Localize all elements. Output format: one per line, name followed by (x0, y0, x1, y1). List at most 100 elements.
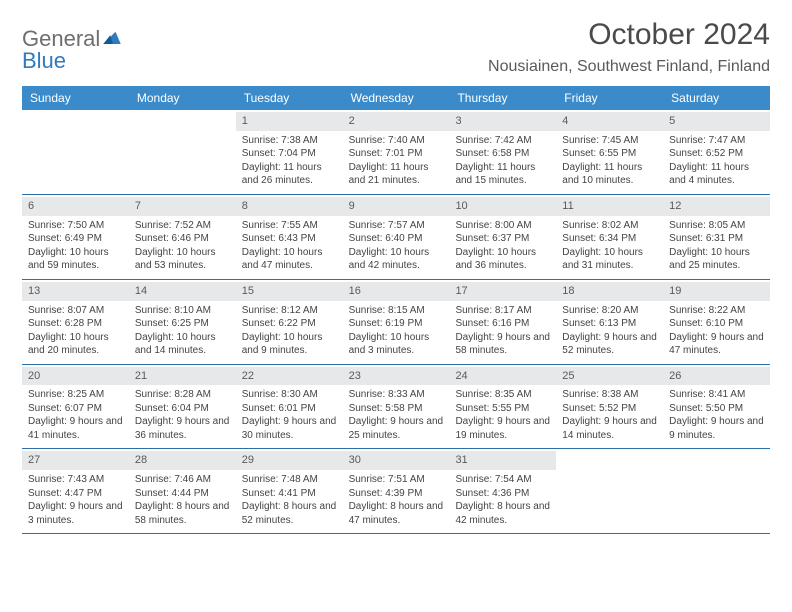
sunrise-text: Sunrise: 7:40 AM (349, 134, 444, 148)
sunrise-text: Sunrise: 7:51 AM (349, 473, 444, 487)
sunrise-text: Sunrise: 7:50 AM (28, 219, 123, 233)
sunrise-text: Sunrise: 8:41 AM (669, 388, 764, 402)
empty-cell (663, 449, 770, 533)
sunset-text: Sunset: 6:58 PM (455, 147, 550, 161)
daylight-text: Daylight: 8 hours and 58 minutes. (135, 500, 230, 527)
day-number: 3 (449, 112, 556, 131)
day-cell: 21 Sunrise: 8:28 AMSunset: 6:04 PMDayligh… (129, 365, 236, 449)
sunset-text: Sunset: 6:04 PM (135, 402, 230, 416)
day-cell: 31Sunrise: 7:54 AMSunset: 4:36 PMDayligh… (449, 449, 556, 533)
logo: GeneralBlue (22, 18, 121, 74)
sunrise-text: Sunrise: 8:22 AM (669, 304, 764, 318)
daylight-text: Daylight: 9 hours and 58 minutes. (455, 331, 550, 358)
logo-triangle-icon (103, 24, 121, 50)
day-number: 8 (236, 197, 343, 216)
daylight-text: Daylight: 9 hours and 52 minutes. (562, 331, 657, 358)
sunset-text: Sunset: 7:01 PM (349, 147, 444, 161)
day-cell: 27Sunrise: 7:43 AMSunset: 4:47 PMDayligh… (22, 449, 129, 533)
sunset-text: Sunset: 4:39 PM (349, 487, 444, 501)
day-header: Saturday (663, 86, 770, 110)
daylight-text: Daylight: 10 hours and 36 minutes. (455, 246, 550, 273)
sunrise-text: Sunrise: 7:38 AM (242, 134, 337, 148)
day-header: Tuesday (236, 86, 343, 110)
empty-cell (129, 110, 236, 194)
day-cell: 1Sunrise: 7:38 AMSunset: 7:04 PMDaylight… (236, 110, 343, 194)
day-number: 10 (449, 197, 556, 216)
empty-cell (22, 110, 129, 194)
daylight-text: Daylight: 9 hours and 36 minutes. (135, 415, 230, 442)
sunset-text: Sunset: 4:36 PM (455, 487, 550, 501)
daylight-text: Daylight: 9 hours and 3 minutes. (28, 500, 123, 527)
day-cell: 18Sunrise: 8:20 AMSunset: 6:13 PMDayligh… (556, 280, 663, 364)
daylight-text: Daylight: 10 hours and 9 minutes. (242, 331, 337, 358)
day-number: 24 (449, 367, 556, 386)
week-row: 1Sunrise: 7:38 AMSunset: 7:04 PMDaylight… (22, 110, 770, 195)
sunrise-text: Sunrise: 8:28 AM (135, 388, 230, 402)
day-number: 22 (236, 367, 343, 386)
daylight-text: Daylight: 9 hours and 14 minutes. (562, 415, 657, 442)
daylight-text: Daylight: 9 hours and 30 minutes. (242, 415, 337, 442)
sunset-text: Sunset: 6:16 PM (455, 317, 550, 331)
daylight-text: Daylight: 11 hours and 21 minutes. (349, 161, 444, 188)
sunset-text: Sunset: 6:28 PM (28, 317, 123, 331)
day-header: Monday (129, 86, 236, 110)
daylight-text: Daylight: 9 hours and 19 minutes. (455, 415, 550, 442)
daylight-text: Daylight: 10 hours and 25 minutes. (669, 246, 764, 273)
day-cell: 12Sunrise: 8:05 AMSunset: 6:31 PMDayligh… (663, 195, 770, 279)
daylight-text: Daylight: 9 hours and 47 minutes. (669, 331, 764, 358)
sunset-text: Sunset: 4:44 PM (135, 487, 230, 501)
day-cell: 14Sunrise: 8:10 AMSunset: 6:25 PMDayligh… (129, 280, 236, 364)
day-number: 29 (236, 451, 343, 470)
sunset-text: Sunset: 4:47 PM (28, 487, 123, 501)
daylight-text: Daylight: 10 hours and 42 minutes. (349, 246, 444, 273)
day-number: 12 (663, 197, 770, 216)
day-number: 4 (556, 112, 663, 131)
daylight-text: Daylight: 8 hours and 42 minutes. (455, 500, 550, 527)
sunset-text: Sunset: 6:19 PM (349, 317, 444, 331)
sunrise-text: Sunrise: 8:20 AM (562, 304, 657, 318)
week-row: 6Sunrise: 7:50 AMSunset: 6:49 PMDaylight… (22, 195, 770, 280)
location-text: Nousiainen, Southwest Finland, Finland (488, 58, 770, 76)
day-number: 13 (22, 282, 129, 301)
day-header: Thursday (449, 86, 556, 110)
sunset-text: Sunset: 7:04 PM (242, 147, 337, 161)
day-number: 2 (343, 112, 450, 131)
day-header: Sunday (22, 86, 129, 110)
day-cell: 24Sunrise: 8:35 AMSunset: 5:55 PMDayligh… (449, 365, 556, 449)
sunset-text: Sunset: 6:13 PM (562, 317, 657, 331)
calendar: SundayMondayTuesdayWednesdayThursdayFrid… (22, 86, 770, 534)
sunrise-text: Sunrise: 8:30 AM (242, 388, 337, 402)
daylight-text: Daylight: 9 hours and 41 minutes. (28, 415, 123, 442)
sunset-text: Sunset: 6:10 PM (669, 317, 764, 331)
sunset-text: Sunset: 6:49 PM (28, 232, 123, 246)
week-row: 13Sunrise: 8:07 AMSunset: 6:28 PMDayligh… (22, 280, 770, 365)
day-cell: 29Sunrise: 7:48 AMSunset: 4:41 PMDayligh… (236, 449, 343, 533)
day-number: 21 (129, 367, 236, 386)
day-cell: 2 Sunrise: 7:40 AMSunset: 7:01 PMDaylight… (343, 110, 450, 194)
sunset-text: Sunset: 6:07 PM (28, 402, 123, 416)
daylight-text: Daylight: 8 hours and 47 minutes. (349, 500, 444, 527)
daylight-text: Daylight: 10 hours and 3 minutes. (349, 331, 444, 358)
day-number: 30 (343, 451, 450, 470)
sunset-text: Sunset: 6:52 PM (669, 147, 764, 161)
day-number: 17 (449, 282, 556, 301)
month-title: October 2024 (488, 18, 770, 52)
day-cell: 19Sunrise: 8:22 AMSunset: 6:10 PMDayligh… (663, 280, 770, 364)
day-cell: 9Sunrise: 7:57 AMSunset: 6:40 PMDaylight… (343, 195, 450, 279)
empty-cell (556, 449, 663, 533)
day-header: Friday (556, 86, 663, 110)
day-cell: 22Sunrise: 8:30 AMSunset: 6:01 PMDayligh… (236, 365, 343, 449)
sunrise-text: Sunrise: 8:17 AM (455, 304, 550, 318)
sunset-text: Sunset: 4:41 PM (242, 487, 337, 501)
day-number: 28 (129, 451, 236, 470)
day-number: 7 (129, 197, 236, 216)
week-row: 27Sunrise: 7:43 AMSunset: 4:47 PMDayligh… (22, 449, 770, 534)
daylight-text: Daylight: 8 hours and 52 minutes. (242, 500, 337, 527)
sunset-text: Sunset: 5:50 PM (669, 402, 764, 416)
day-cell: 3Sunrise: 7:42 AMSunset: 6:58 PMDaylight… (449, 110, 556, 194)
daylight-text: Daylight: 10 hours and 47 minutes. (242, 246, 337, 273)
calendar-body: 1Sunrise: 7:38 AMSunset: 7:04 PMDaylight… (22, 110, 770, 534)
day-number: 5 (663, 112, 770, 131)
sunrise-text: Sunrise: 7:42 AM (455, 134, 550, 148)
sunrise-text: Sunrise: 7:46 AM (135, 473, 230, 487)
